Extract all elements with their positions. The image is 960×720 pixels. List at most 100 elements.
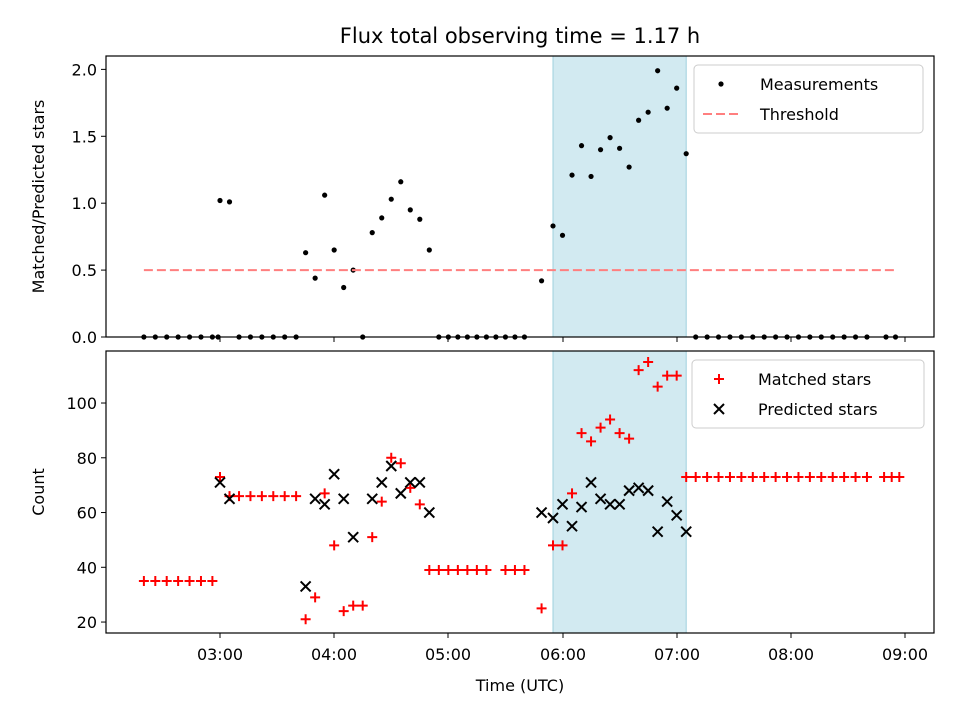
- matched-star-point: [681, 471, 692, 482]
- predicted-star-point: [347, 531, 359, 543]
- matched-star-point: [547, 540, 558, 551]
- measurement-point: [616, 145, 623, 151]
- measurement-point: [407, 207, 413, 213]
- predicted-star-point: [318, 498, 331, 511]
- matched-star-point: [357, 600, 368, 611]
- matched-star-point: [595, 422, 606, 433]
- matched-star-point: [702, 471, 713, 482]
- chart-title: Flux total observing time = 1.17 h: [340, 24, 700, 48]
- predicted-star-point: [223, 493, 236, 505]
- predicted-star-point: [414, 476, 426, 489]
- axes-frame: [105, 55, 935, 338]
- matched-star-point: [329, 540, 340, 551]
- measurement-point: [538, 278, 545, 284]
- measurement-point: [550, 223, 556, 229]
- predicted-star-point: [651, 525, 664, 538]
- predicted-star-point: [547, 512, 559, 524]
- measurement-point: [578, 143, 585, 149]
- matched-star-point: [471, 565, 482, 576]
- matched-star-point: [567, 488, 578, 499]
- predicted-star-point: [337, 493, 350, 505]
- matched-star-point: [310, 592, 321, 603]
- matched-star-point: [207, 575, 218, 586]
- x-tick-label: 07:00: [654, 645, 700, 664]
- measurement-point: [655, 68, 661, 74]
- matched-star-point: [405, 482, 416, 493]
- matched-star-point: [536, 603, 547, 614]
- matched-star-point: [173, 575, 184, 586]
- matched-star-point: [816, 471, 827, 482]
- measurement-point: [607, 135, 613, 141]
- matched-star-point: [256, 491, 267, 502]
- legend-label: Measurements: [760, 75, 878, 94]
- matched-star-point: [150, 575, 161, 586]
- matched-star-point: [443, 565, 454, 576]
- predicted-star-point: [328, 468, 340, 480]
- y-tick-label: 0.5: [72, 261, 97, 280]
- y-tick-label: 60: [77, 504, 97, 523]
- matched-star-point: [662, 370, 673, 381]
- x-tick-label: 06:00: [540, 645, 586, 664]
- measurement-point: [379, 215, 385, 221]
- predicted-star-point: [404, 476, 416, 489]
- measurement-point: [303, 250, 309, 256]
- shaded-span: [552, 55, 687, 338]
- matched-star-point: [839, 471, 850, 482]
- matched-star-point: [376, 496, 387, 507]
- matched-star-point: [291, 491, 302, 502]
- matched-star-point: [614, 428, 625, 439]
- matched-star-point: [386, 452, 397, 463]
- measurement-point: [331, 247, 337, 253]
- measurement-point: [569, 172, 575, 178]
- predicted-star-point: [309, 493, 321, 505]
- measurement-point: [312, 275, 318, 281]
- matched-star-point: [652, 381, 663, 392]
- matched-star-point: [433, 565, 444, 576]
- predicted-star-point: [670, 509, 683, 521]
- predicted-star-point: [604, 498, 616, 511]
- predicted-star-point: [680, 525, 692, 538]
- x-tick-label: 08:00: [768, 645, 814, 664]
- matched-star-point: [138, 575, 149, 586]
- matched-star-point: [338, 606, 349, 617]
- matched-star-point: [414, 499, 425, 510]
- predicted-star-point: [423, 506, 436, 519]
- x-axis-label: Time (UTC): [475, 676, 564, 695]
- legend-predicted-marker: [713, 403, 725, 415]
- matched-star-point: [557, 540, 568, 551]
- measurement-point: [226, 199, 233, 205]
- matched-star-point: [319, 488, 330, 499]
- matched-star-point: [348, 600, 359, 611]
- measurement-point: [426, 247, 432, 253]
- measurement-point: [217, 197, 223, 204]
- y-tick-label: 40: [77, 558, 97, 577]
- axes-frame: [105, 350, 935, 634]
- legend: Measurements Threshold: [693, 64, 924, 134]
- x-tick-label: 05:00: [425, 645, 471, 664]
- matched-star-point: [782, 471, 793, 482]
- matched-star-point: [770, 471, 781, 482]
- measurement-point: [597, 147, 604, 153]
- series-predicted-stars: [214, 460, 692, 593]
- measurement-point: [645, 109, 651, 115]
- bottom-panel: 20 40 60 80 100 03:00 04:00 05:00 06:00 07:00 08:0…: [29, 350, 935, 695]
- legend-label: Predicted stars: [758, 400, 878, 419]
- measurement-point: [369, 230, 375, 236]
- matched-star-point: [509, 565, 520, 576]
- predicted-star-point: [623, 484, 635, 497]
- predicted-star-point: [642, 484, 654, 497]
- measurement-point: [417, 216, 423, 222]
- y-tick-label: 0.0: [72, 328, 97, 347]
- matched-star-point: [894, 471, 905, 482]
- matched-star-point: [395, 458, 406, 469]
- matched-star-point: [184, 575, 195, 586]
- measurement-point: [322, 192, 328, 198]
- measurement-point: [559, 232, 566, 238]
- measurement-point: [636, 117, 642, 123]
- predicted-star-point: [594, 493, 607, 505]
- legend-label: Matched stars: [758, 370, 871, 389]
- x-tick-label: 04:00: [311, 645, 357, 664]
- predicted-star-point: [585, 476, 597, 489]
- matched-star-point: [268, 491, 279, 502]
